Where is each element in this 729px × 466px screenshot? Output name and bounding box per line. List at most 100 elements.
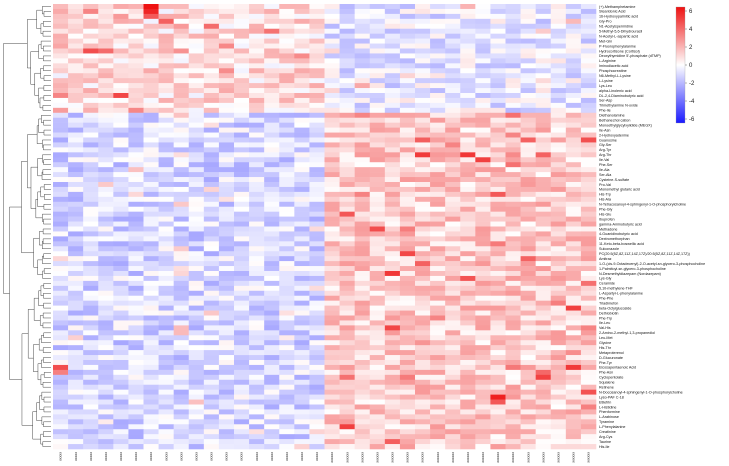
heatmap-cell xyxy=(83,107,99,114)
heatmap-cell xyxy=(520,83,536,89)
heatmap-cell xyxy=(430,142,446,148)
heatmap-cell xyxy=(158,285,174,292)
heatmap-cell xyxy=(505,201,521,208)
heatmap-cell xyxy=(369,394,386,400)
heatmap-cell xyxy=(415,340,431,346)
heatmap-cell xyxy=(445,325,461,331)
heatmap-cell xyxy=(203,295,220,301)
heatmap-cell xyxy=(294,399,310,405)
heatmap-cell xyxy=(128,157,144,163)
heatmap-cell xyxy=(218,167,235,173)
heatmap-cell xyxy=(324,394,340,400)
heatmap-cell xyxy=(234,23,250,30)
heatmap-cell xyxy=(279,211,295,217)
heatmap-cell xyxy=(309,88,325,94)
heatmap-cell xyxy=(234,399,250,405)
heatmap-cell xyxy=(445,285,461,292)
heatmap-cell xyxy=(234,424,250,430)
heatmap-cell xyxy=(68,177,84,183)
heatmap-cell xyxy=(158,38,174,44)
heatmap-cell xyxy=(384,162,401,168)
heatmap-cell xyxy=(415,226,431,232)
heatmap-cell xyxy=(369,271,386,277)
row-label: Met-Gln xyxy=(599,39,612,43)
heatmap-cell xyxy=(535,335,552,341)
heatmap-cell xyxy=(264,211,280,217)
dendrogram-branch xyxy=(3,43,28,294)
heatmap-cell xyxy=(53,236,69,242)
column-label: xxxxx xyxy=(194,452,198,461)
heatmap-cell xyxy=(143,137,159,143)
heatmap-cell xyxy=(475,216,491,222)
heatmap-cell xyxy=(324,162,340,168)
heatmap-cell xyxy=(384,444,401,450)
heatmap-cell xyxy=(188,4,205,10)
heatmap-cell xyxy=(580,335,597,341)
row-label: Pro-Val xyxy=(599,183,611,187)
heatmap-cell xyxy=(324,275,340,282)
heatmap-cell xyxy=(53,102,69,109)
heatmap-cell xyxy=(565,221,582,227)
heatmap-cell xyxy=(264,83,280,89)
heatmap-cell xyxy=(475,290,491,297)
heatmap-cell xyxy=(520,295,536,301)
heatmap-cell xyxy=(399,102,416,109)
heatmap-cell xyxy=(173,53,190,59)
heatmap-cell xyxy=(490,310,506,316)
heatmap-cell xyxy=(384,63,401,69)
heatmap-cell xyxy=(234,305,250,311)
heatmap-cell xyxy=(68,271,84,277)
heatmap-cell xyxy=(399,177,416,183)
heatmap-cell xyxy=(399,63,416,69)
heatmap-cell xyxy=(505,325,521,331)
heatmap-cell xyxy=(399,271,416,277)
heatmap-cell xyxy=(113,384,129,390)
heatmap-cell xyxy=(550,152,567,158)
heatmap-cell xyxy=(490,102,506,109)
heatmap-cell xyxy=(218,424,235,430)
heatmap-cell xyxy=(399,394,416,400)
heatmap-cell xyxy=(369,355,386,361)
heatmap-cell xyxy=(415,216,431,222)
heatmap-cell xyxy=(505,97,521,104)
heatmap-cell xyxy=(580,97,597,104)
heatmap-cell xyxy=(505,167,521,173)
heatmap-cell xyxy=(309,142,325,148)
heatmap-cell xyxy=(580,162,597,168)
row-label: Monomethyl glutaric acid xyxy=(599,188,640,192)
heatmap-cell xyxy=(535,290,552,297)
heatmap-cell xyxy=(445,310,461,316)
heatmap-cell xyxy=(324,107,340,114)
heatmap-cell xyxy=(565,231,582,237)
row-label: Ceramide xyxy=(599,282,615,286)
heatmap-cell xyxy=(490,48,506,54)
heatmap-cell xyxy=(234,355,250,361)
heatmap-cell xyxy=(354,191,371,198)
heatmap-cell xyxy=(218,374,235,381)
heatmap-cell xyxy=(520,444,536,450)
row-label: Etilefrin xyxy=(599,400,611,404)
heatmap-cell xyxy=(143,157,159,163)
heatmap-cell xyxy=(158,13,174,20)
heatmap-cell xyxy=(520,186,536,193)
heatmap-cell xyxy=(354,246,371,252)
heatmap-cell xyxy=(384,345,401,351)
heatmap-cell xyxy=(415,374,431,381)
heatmap-cell xyxy=(98,33,114,39)
column-label: xxxxx xyxy=(89,452,93,461)
heatmap-cell xyxy=(430,102,446,109)
heatmap-cell xyxy=(430,389,446,395)
heatmap-cell xyxy=(369,429,386,435)
heatmap-cell xyxy=(475,310,491,316)
heatmap-cell xyxy=(445,271,461,277)
heatmap-cell xyxy=(520,251,536,257)
heatmap-cell xyxy=(53,315,69,321)
heatmap-cell xyxy=(550,48,567,54)
heatmap-cell xyxy=(430,399,446,405)
heatmap-cell xyxy=(490,355,506,361)
heatmap-cell xyxy=(565,340,582,346)
row-label: L-Arabinose xyxy=(599,415,619,419)
heatmap-cell xyxy=(535,414,552,420)
heatmap-cell xyxy=(490,33,506,39)
heatmap-cell xyxy=(128,196,144,203)
